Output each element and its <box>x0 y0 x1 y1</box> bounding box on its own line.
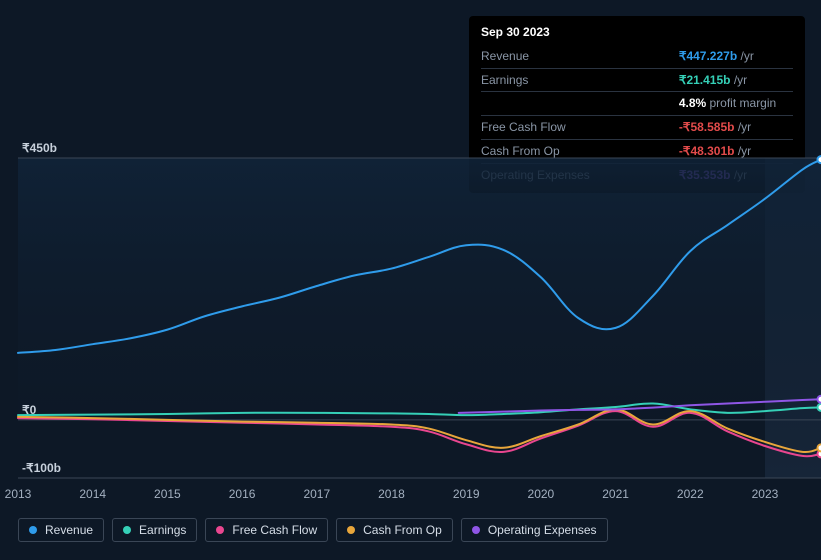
legend: Revenue Earnings Free Cash Flow Cash From O… <box>18 518 608 542</box>
legend-item-opex[interactable]: Operating Expenses <box>461 518 608 542</box>
x-tick-label: 2021 <box>602 487 629 501</box>
series-marker-cfo <box>818 444 821 451</box>
legend-dot <box>472 526 480 534</box>
y-tick-label: ₹450b <box>22 141 57 155</box>
legend-item-revenue[interactable]: Revenue <box>18 518 104 542</box>
legend-label: Earnings <box>139 523 186 537</box>
legend-dot <box>347 526 355 534</box>
series-marker-revenue <box>818 156 821 163</box>
x-tick-label: 2016 <box>229 487 256 501</box>
legend-label: Free Cash Flow <box>232 523 317 537</box>
legend-label: Operating Expenses <box>488 523 597 537</box>
chart-container: ₹450b₹0-₹100b201320142015201620172018201… <box>0 0 821 560</box>
series-marker-opex <box>818 396 821 403</box>
line-chart[interactable]: ₹450b₹0-₹100b201320142015201620172018201… <box>0 0 821 560</box>
legend-dot <box>123 526 131 534</box>
x-tick-label: 2019 <box>453 487 480 501</box>
y-tick-label: -₹100b <box>22 461 61 475</box>
x-tick-label: 2020 <box>528 487 555 501</box>
x-tick-label: 2023 <box>752 487 779 501</box>
legend-dot <box>29 526 37 534</box>
legend-label: Revenue <box>45 523 93 537</box>
x-tick-label: 2017 <box>303 487 330 501</box>
legend-item-earnings[interactable]: Earnings <box>112 518 197 542</box>
x-tick-label: 2022 <box>677 487 704 501</box>
legend-item-fcf[interactable]: Free Cash Flow <box>205 518 328 542</box>
x-tick-label: 2015 <box>154 487 181 501</box>
x-tick-label: 2013 <box>5 487 32 501</box>
legend-label: Cash From Op <box>363 523 442 537</box>
legend-dot <box>216 526 224 534</box>
legend-item-cfo[interactable]: Cash From Op <box>336 518 453 542</box>
x-tick-label: 2014 <box>79 487 106 501</box>
x-tick-label: 2018 <box>378 487 405 501</box>
series-marker-earnings <box>818 404 821 411</box>
